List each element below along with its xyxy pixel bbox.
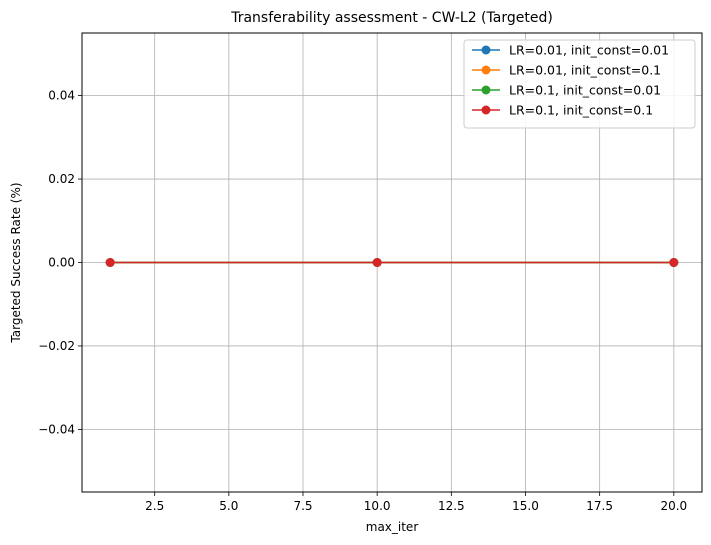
data-point (669, 258, 679, 267)
legend-item: LR=0.01, init_const=0.1 (472, 63, 661, 78)
legend-marker (481, 45, 491, 55)
x-tick-label: 7.5 (293, 499, 312, 513)
x-tick-label: 20.0 (660, 499, 687, 513)
legend-label: LR=0.1, init_const=0.01 (509, 83, 661, 98)
legend-item: LR=0.01, init_const=0.01 (472, 43, 669, 58)
legend: LR=0.01, init_const=0.01 LR=0.01, init_co… (463, 39, 696, 129)
x-tick-label: 10.0 (364, 499, 391, 513)
x-tick-label: 15.0 (512, 499, 539, 513)
legend-marker (481, 85, 491, 95)
y-tick-label: 0.00 (48, 256, 75, 270)
legend-box (463, 39, 696, 129)
y-tick-label: 0.02 (48, 172, 75, 186)
x-tick-label: 17.5 (586, 499, 613, 513)
legend-marker (481, 65, 491, 75)
y-tick-label: −0.04 (38, 422, 75, 436)
x-axis-label: max_iter (366, 520, 419, 534)
series-3 (105, 258, 679, 267)
axis-ticks: 2.5 5.0 7.5 10.0 12.5 15.0 17.5 20.0 −0.04 −0.02 0… (38, 89, 687, 513)
chart-title: Transferability assessment - CW-L2 (Targ… (230, 10, 553, 26)
x-tick-label: 5.0 (219, 499, 238, 513)
y-tick-label: −0.02 (38, 339, 75, 353)
legend-label: LR=0.01, init_const=0.1 (509, 63, 661, 78)
data-point (105, 258, 115, 267)
legend-label: LR=0.01, init_const=0.01 (509, 43, 669, 58)
plot-series (105, 258, 679, 267)
x-tick-label: 12.5 (438, 499, 465, 513)
legend-item: LR=0.1, init_const=0.01 (472, 83, 661, 98)
legend-item: LR=0.1, init_const=0.1 (472, 103, 653, 118)
y-axis-label: Targeted Success Rate (%) (9, 182, 23, 343)
legend-marker (481, 105, 491, 115)
legend-label: LR=0.1, init_const=0.1 (509, 103, 653, 118)
data-point (372, 258, 382, 267)
y-tick-label: 0.04 (48, 89, 75, 103)
x-tick-label: 2.5 (145, 499, 164, 513)
